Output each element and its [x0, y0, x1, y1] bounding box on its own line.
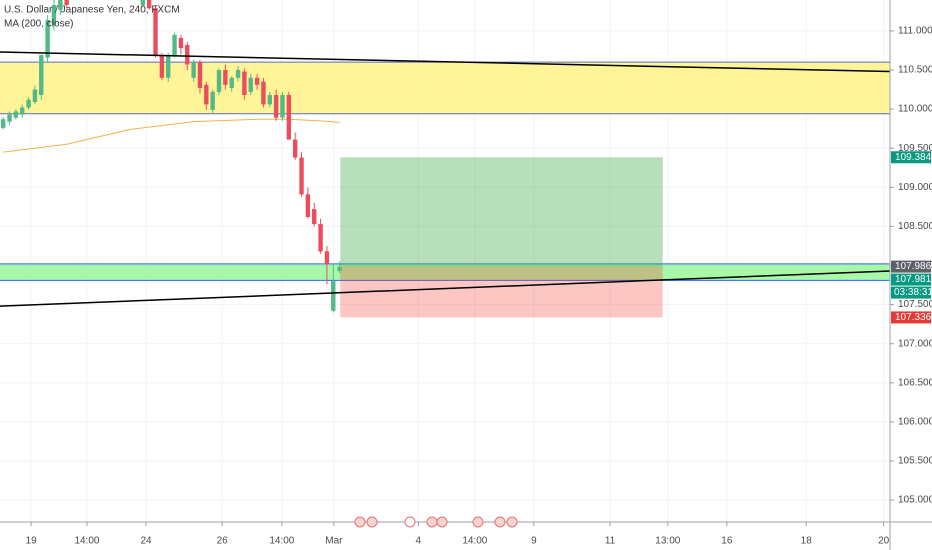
candle-body	[280, 95, 285, 118]
candle-body	[324, 251, 330, 264]
candle-body	[32, 89, 38, 103]
candle-body	[7, 114, 12, 122]
candle-body	[172, 34, 177, 56]
candle-body	[312, 209, 317, 225]
x-tick-label: 14:00	[462, 536, 487, 547]
candle-body	[20, 107, 25, 115]
candle-body	[191, 62, 196, 78]
plot-area	[0, 0, 890, 522]
candle-body	[166, 55, 171, 78]
y-tick-label: 110.500	[898, 65, 932, 76]
candle-body	[39, 55, 44, 96]
price-label-box	[891, 260, 931, 273]
y-tick-label: 110.000	[898, 104, 932, 115]
candle-body	[197, 62, 203, 88]
candle-body	[318, 224, 323, 252]
x-tick-label: 18	[801, 536, 813, 547]
stop-zone	[340, 266, 663, 318]
zone	[0, 263, 890, 281]
trend-line	[0, 51, 890, 73]
candle-body	[216, 69, 222, 92]
x-tick-label: 4	[416, 536, 422, 547]
x-tick-label: 19	[26, 536, 38, 547]
zone	[0, 62, 890, 114]
candle-body	[26, 99, 31, 108]
moving-average	[3, 118, 340, 153]
x-tick-label: 13:00	[655, 536, 680, 547]
x-tick-label: 20	[878, 536, 890, 547]
candle-body	[261, 81, 266, 105]
candle-body	[299, 157, 304, 195]
x-tick-label: 14:00	[74, 536, 99, 547]
candle-body	[159, 55, 165, 78]
candle-body	[45, 19, 50, 58]
event-icons	[354, 516, 518, 528]
y-tick-label: 106.500	[898, 377, 932, 388]
candle-body	[0, 119, 6, 128]
chart-title: U.S. Dollar / Japanese Yen, 240, FXCM	[4, 5, 180, 16]
candle-body	[229, 77, 234, 88]
candle-body	[58, 0, 63, 10]
price-label: 109.384	[895, 152, 932, 163]
countdown-box	[891, 286, 931, 299]
price-label-box	[891, 273, 931, 286]
y-tick-label: 105.000	[898, 495, 932, 506]
price-label: 107.986	[895, 261, 932, 272]
x-tick-label: Mar	[325, 536, 343, 547]
y-tick-label: 109.500	[898, 143, 932, 154]
candle-body	[337, 266, 342, 271]
countdown: 03:38:31	[894, 287, 932, 298]
y-tick-label: 106.000	[898, 417, 932, 428]
candle-body	[254, 77, 260, 85]
candle-body	[64, 0, 69, 6]
y-tick-label: 107.000	[898, 338, 932, 349]
candle-body	[140, 0, 146, 6]
candle-body	[223, 69, 228, 85]
candle-body	[273, 95, 279, 118]
x-tick-label: 26	[217, 536, 229, 547]
trend-line	[0, 270, 890, 307]
candle-body	[178, 37, 184, 49]
x-tick-label: 24	[140, 536, 152, 547]
candle-body	[292, 139, 298, 158]
x-tick-label: 11	[605, 536, 616, 547]
candle-body	[13, 111, 19, 118]
y-tick-label: 111.000	[898, 26, 932, 37]
candle-body	[305, 194, 311, 218]
candle-body	[210, 91, 215, 110]
candle-body	[204, 84, 209, 105]
candle-body	[267, 95, 272, 105]
target-zone	[340, 157, 663, 267]
y-tick-label: 109.000	[898, 182, 932, 193]
candle-body	[235, 69, 241, 78]
axes: 111.000 110.500 110.000 109.500 109.000 108.5…	[26, 26, 932, 547]
candle-body	[242, 71, 247, 96]
x-tick-label: 9	[531, 536, 537, 547]
y-tick-label: 108.500	[898, 221, 932, 232]
y-tick-label: 105.500	[898, 456, 932, 467]
price-label: 107.981	[895, 274, 932, 285]
candle-body	[286, 95, 292, 140]
candle-body	[146, 0, 152, 9]
candle-body	[331, 281, 336, 311]
price-label: 107.336	[895, 312, 932, 323]
x-tick-label: 16	[721, 536, 733, 547]
candle-body	[248, 77, 253, 92]
price-label-box	[891, 151, 931, 164]
candle-body	[185, 44, 190, 65]
candle-body	[153, 8, 158, 56]
y-tick-label: 107.500	[898, 299, 932, 310]
indicator-label: MA (200, close)	[4, 19, 73, 30]
price-label-box	[891, 311, 931, 324]
candle-body	[51, 5, 57, 25]
x-tick-label: 14:00	[269, 536, 294, 547]
